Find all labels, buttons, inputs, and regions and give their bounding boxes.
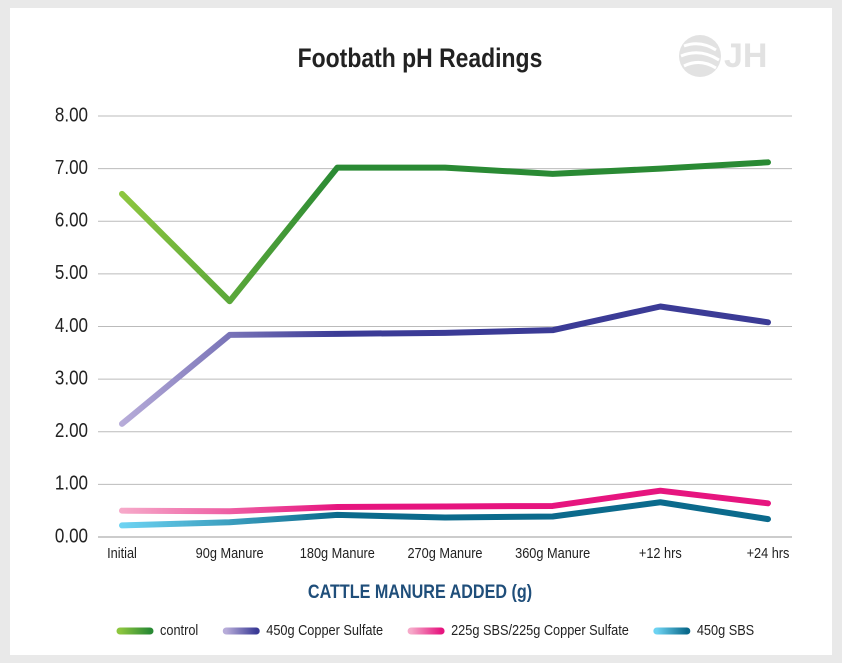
legend-label: 225g SBS/225g Copper Sulfate (451, 621, 629, 638)
x-tick-label: Initial (107, 544, 137, 561)
y-tick-label: 5.00 (55, 261, 88, 284)
y-tick-label: 2.00 (55, 419, 88, 442)
y-tick-label: 3.00 (55, 366, 88, 389)
legend-label: control (160, 621, 198, 638)
y-tick-label: 8.00 (55, 103, 88, 126)
x-tick-label: 180g Manure (300, 544, 375, 561)
y-tick-label: 6.00 (55, 208, 88, 231)
x-tick-label: +24 hrs (747, 544, 790, 561)
y-tick-label: 4.00 (55, 313, 88, 336)
chart-title: Footbath pH Readings (298, 43, 543, 73)
legend-label: 450g SBS (697, 621, 754, 638)
y-tick-label: 7.00 (55, 156, 88, 179)
y-tick-label: 0.00 (55, 524, 88, 547)
series-line (119, 499, 771, 529)
legend-label: 450g Copper Sulfate (266, 621, 383, 638)
series-line (119, 303, 771, 427)
logo-stripes (680, 42, 720, 70)
x-tick-label: 270g Manure (407, 544, 482, 561)
series-line (119, 159, 771, 305)
series-line (119, 487, 771, 515)
x-tick-label: 90g Manure (196, 544, 264, 561)
x-tick-label: 360g Manure (515, 544, 590, 561)
x-tick-label: +12 hrs (639, 544, 682, 561)
x-axis-label: CATTLE MANURE ADDED (g) (308, 581, 532, 603)
logo: JH (724, 37, 767, 75)
y-tick-label: 1.00 (55, 471, 88, 494)
